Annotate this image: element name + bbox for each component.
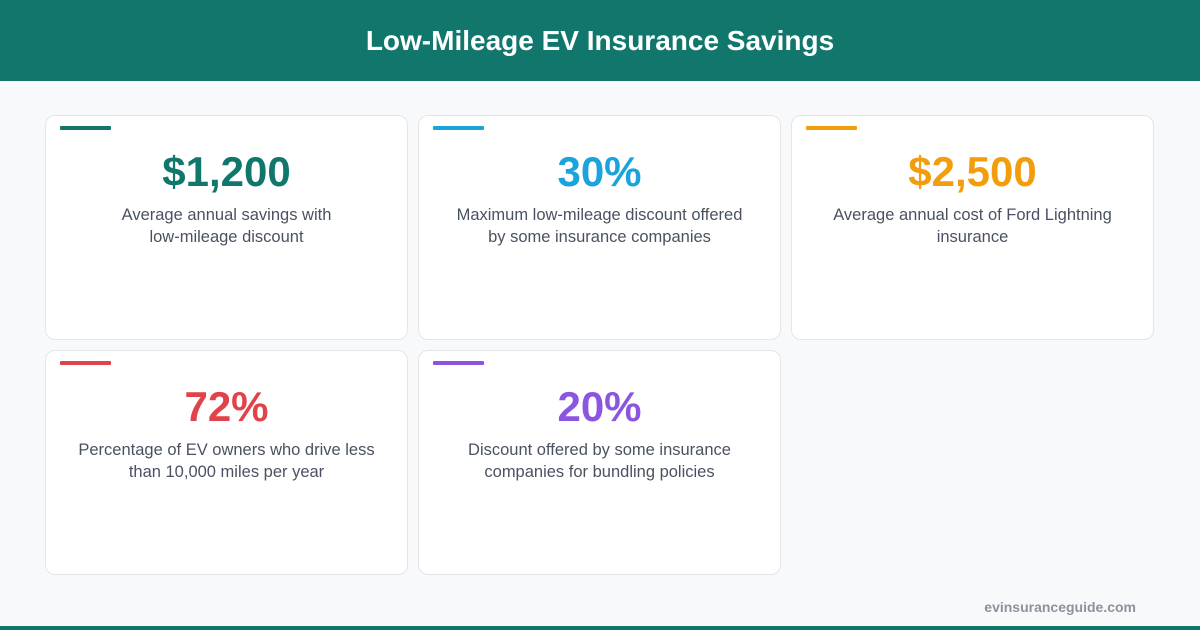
stat-description-line: Discount offered by some insurance xyxy=(468,441,731,459)
card-accent-bar xyxy=(806,126,857,130)
page-title: Low-Mileage EV Insurance Savings xyxy=(365,24,835,56)
stat-card-lightning-cost: $2,500 Average annual cost of Ford Light… xyxy=(791,115,1154,340)
stat-description: Percentage of EV owners who drive less t… xyxy=(58,439,395,483)
stat-description: Discount offered by some insurance compa… xyxy=(431,439,768,483)
header-banner: Low-Mileage EV Insurance Savings xyxy=(0,0,1200,81)
stat-description: Average annual cost of Ford Lightning in… xyxy=(804,204,1141,248)
stat-card-annual-savings: $1,200 Average annual savings with low-m… xyxy=(45,115,408,340)
stat-description-line: insurance xyxy=(936,228,1009,246)
stat-description: Maximum low-mileage discount offered by … xyxy=(431,204,768,248)
footer-website: evinsuranceguide.com xyxy=(984,599,1136,615)
stat-description-line: than 10,000 miles per year xyxy=(128,463,325,481)
stat-description: Average annual savings with low-mileage … xyxy=(58,204,395,248)
stat-description-line: Percentage of EV owners who drive less xyxy=(78,441,375,459)
stat-description-line: low-mileage discount xyxy=(149,228,304,246)
stat-value: 30% xyxy=(557,148,642,195)
stat-description-line: Maximum low-mileage discount offered xyxy=(456,206,743,224)
stat-value: $1,200 xyxy=(162,148,291,195)
card-accent-bar xyxy=(433,126,484,130)
stat-description-line: companies for bundling policies xyxy=(484,463,715,481)
bottom-accent-bar xyxy=(0,626,1200,630)
stat-card-bundling-discount: 20% Discount offered by some insurance c… xyxy=(418,350,781,575)
stat-card-max-discount: 30% Maximum low-mileage discount offered… xyxy=(418,115,781,340)
card-accent-bar xyxy=(60,126,111,130)
stat-value: 20% xyxy=(557,383,642,430)
card-accent-bar xyxy=(60,361,111,365)
stat-description-line: Average annual cost of Ford Lightning xyxy=(833,206,1112,224)
stat-card-owners-low-mileage: 72% Percentage of EV owners who drive le… xyxy=(45,350,408,575)
stat-value: 72% xyxy=(184,383,269,430)
stat-description-line: by some insurance companies xyxy=(488,228,711,246)
card-accent-bar xyxy=(433,361,484,365)
stat-value: $2,500 xyxy=(908,148,1037,195)
stat-description-line: Average annual savings with xyxy=(121,206,332,224)
